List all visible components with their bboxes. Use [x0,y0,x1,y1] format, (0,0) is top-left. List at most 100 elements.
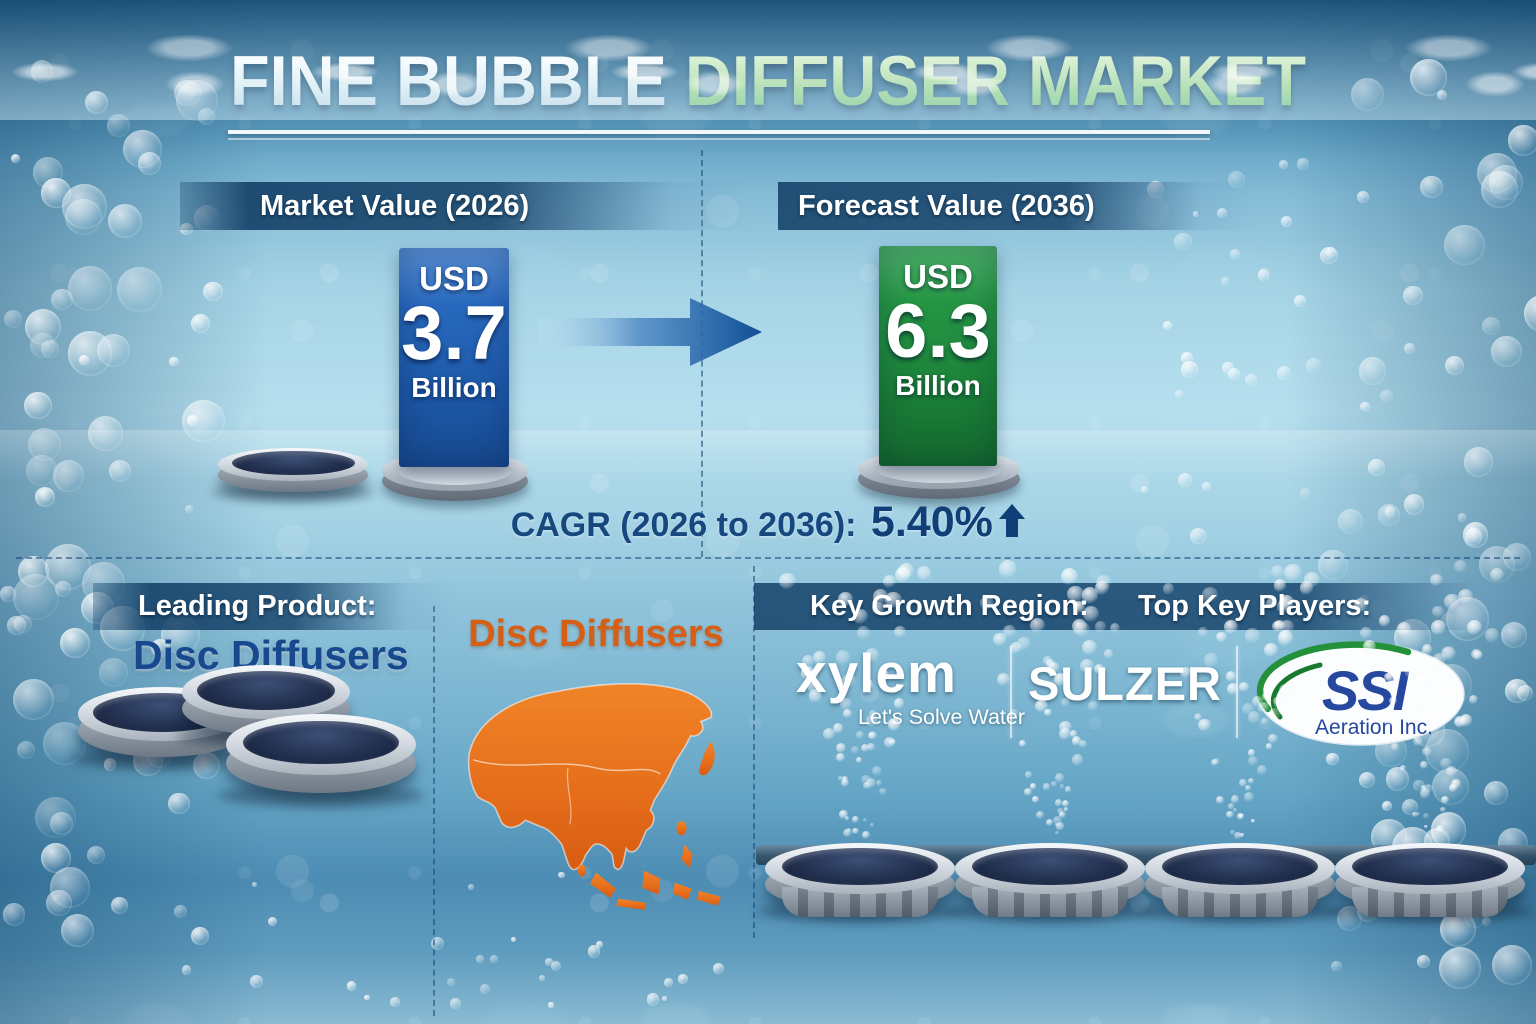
ssi-aeration-logo: SSI Aeration Inc. [1256,640,1466,748]
disc-membrane [972,848,1128,885]
stream-bubble [870,823,874,827]
stream-bubble [1216,632,1226,642]
stream-bubble [889,739,895,745]
stream-bubble [884,737,894,747]
aeration-diffuser-4 [1335,836,1525,924]
stream-bubble [1239,814,1244,819]
market-value: 3.7 [399,298,509,370]
cagr-row: CAGR (2026 to 2036): 5.40% [0,498,1536,547]
stream-bubble [1043,783,1050,790]
stream-bubble [1195,714,1202,721]
stream-bubble [1231,795,1240,804]
title-underline-thin [228,138,1210,140]
bubble [713,963,724,974]
bubble [364,995,369,1000]
stream-bubble [1248,749,1256,757]
stream-bubble [856,757,862,763]
bubble [1228,368,1240,380]
asia-map [447,656,749,912]
stream-bubble [1055,823,1059,827]
xylem-tagline: Let's Solve Water [858,705,1025,730]
market-unit: Billion [399,372,509,404]
bubble [1141,486,1147,492]
stream-bubble [1248,778,1254,784]
page-title: FINE BUBBLE DIFFUSER MARKET [0,45,1536,115]
up-arrow-icon [999,504,1025,538]
stream-bubble [867,743,875,751]
stream-bubble [879,788,887,796]
stream-bubble [868,732,875,739]
forecast-value: 6.3 [879,296,997,368]
sulzer-logo: SULZER [1028,656,1222,711]
stream-bubble [836,753,845,762]
bubble [1258,269,1270,281]
market-value-header: Market Value (2026) [180,182,750,230]
right-section-header-band: Key Growth Region: Top Key Players: [754,583,1536,630]
stream-bubble [1198,719,1211,732]
cagr-label: CAGR (2026 to 2036): [511,506,857,544]
stream-bubble [1059,728,1071,740]
bubble [551,961,561,971]
diffuser-disc-front [226,706,416,810]
bubble [480,984,490,994]
disc-membrane [1162,848,1318,885]
title-green-part: DIFFUSER MARKET [667,41,1306,120]
forecast-value-header: Forecast Value (2036) [778,182,1256,230]
stream-bubble [1242,703,1254,715]
bubble [1222,362,1234,374]
key-growth-region-header: Key Growth Region: [810,583,1089,630]
stream-bubble [1062,800,1069,807]
stream-bubble [1245,785,1251,791]
stream-bubble [841,779,849,787]
logo-divider [1236,646,1238,738]
stream-bubble [852,828,859,835]
stream-bubble [917,566,931,580]
stream-bubble [861,775,871,785]
stream-bubble [842,776,849,783]
bubble [1221,277,1229,285]
title-underline [228,130,1210,134]
stream-bubble [836,743,846,753]
stream-bubble [1226,671,1237,682]
bubble [347,981,357,991]
bubble [390,997,400,1007]
stream-bubble [1036,811,1044,819]
stream-bubble [852,816,858,822]
stream-bubble [1056,822,1065,831]
stream-bubble [872,766,882,776]
stream-bubble [898,563,914,579]
stream-bubble [1257,765,1267,775]
right-arrow-icon [538,292,764,372]
stream-bubble [1271,565,1284,578]
forecast-unit: Billion [879,370,997,402]
stream-bubble [863,818,867,822]
infographic-canvas: FINE BUBBLE DIFFUSER MARKET Market Value… [0,0,1536,1024]
stream-bubble [869,731,878,740]
bubble [548,1002,553,1007]
stream-bubble [1059,721,1071,733]
stream-bubble [1070,730,1078,738]
bubble [511,937,516,942]
top-key-players-header: Top Key Players: [1138,583,1371,630]
ssi-subtext: Aeration Inc. [1315,716,1433,739]
stream-bubble [838,776,843,781]
aeration-diffuser-3 [1145,836,1335,924]
stream-bubble [1072,754,1084,766]
stream-bubble [1213,758,1220,765]
bubble [476,955,484,963]
flat-diffuser-disc [218,443,368,501]
stream-bubble [1072,736,1081,745]
stream-bubble [1228,803,1235,810]
bubble [545,958,553,966]
leading-product-header: Leading Product: [93,583,455,630]
stream-bubble [856,731,864,739]
stream-bubble [1055,831,1059,835]
stream-bubble [1024,788,1032,796]
stream-bubble [1226,811,1234,819]
stream-bubble [1046,819,1053,826]
stream-bubble [839,810,847,818]
stream-bubble [1032,796,1038,802]
bubble [447,978,455,986]
disc-membrane [197,671,335,710]
stream-bubble [1251,819,1255,823]
